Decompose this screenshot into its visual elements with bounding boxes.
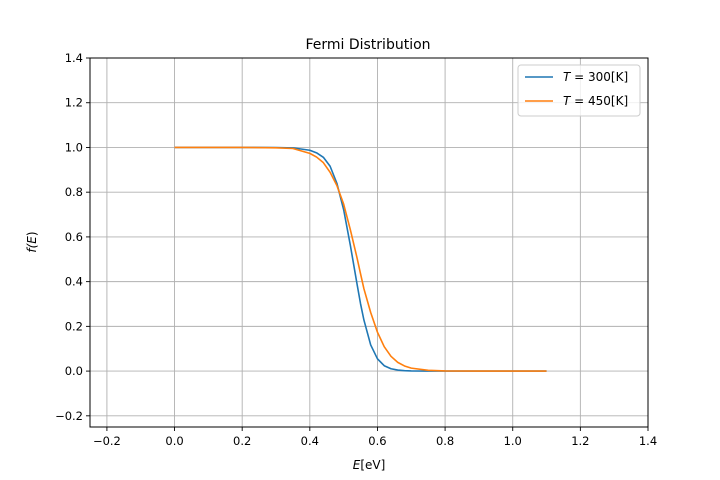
- y-tick-label: 1.2: [65, 96, 83, 110]
- y-tick-label: 0.2: [65, 319, 83, 333]
- y-axis: −0.2 0.0 0.2 0.4 0.6 0.8 1.0 1.2 1.4: [55, 51, 90, 423]
- x-axis-label-var: E: [353, 458, 361, 472]
- x-tick-label: 0.4: [301, 434, 319, 448]
- plot-frame: [89, 57, 649, 428]
- y-axis-label: f(E): [25, 231, 39, 252]
- series-line-t300: [174, 146, 547, 372]
- legend-var-t450: T: [563, 94, 572, 108]
- x-axis-label-unit: [eV]: [360, 458, 385, 472]
- x-tick-label: 0.0: [165, 434, 183, 448]
- x-axis: −0.2 0.0 0.2 0.4 0.6 0.8 1.0 1.2 1.4: [93, 427, 657, 448]
- legend-label-t450: T = 450[K]: [563, 94, 628, 108]
- y-tick-label: 0.8: [65, 185, 83, 199]
- x-tick-label: 1.4: [639, 434, 657, 448]
- y-axis-label-var: E: [25, 236, 39, 244]
- legend-value-t450: 450[K]: [588, 94, 628, 108]
- y-axis-label-prefix: f(: [25, 242, 39, 252]
- x-tick-label: −0.2: [93, 434, 121, 448]
- series-line-t450: [174, 146, 547, 372]
- legend-value-t300: 300[K]: [588, 70, 628, 84]
- x-tick-label: 0.6: [368, 434, 386, 448]
- x-axis-label: E[eV]: [353, 458, 386, 472]
- legend-label-t300: T = 300[K]: [563, 70, 628, 84]
- legend-var-t300: T: [563, 70, 572, 84]
- legend-eq-t300: =: [570, 70, 588, 84]
- y-tick-label: −0.2: [55, 409, 83, 423]
- y-tick-label: 0.0: [65, 364, 83, 378]
- x-tick-label: 0.2: [233, 434, 251, 448]
- series-group: [174, 146, 547, 372]
- x-tick-label: 0.8: [436, 434, 454, 448]
- y-tick-label: 1.0: [65, 140, 83, 154]
- y-axis-label-suffix: ): [25, 231, 39, 236]
- x-tick-label: 1.2: [571, 434, 589, 448]
- y-tick-label: 0.4: [65, 275, 83, 289]
- x-tick-label: 1.0: [504, 434, 522, 448]
- chart-title: Fermi Distribution: [305, 37, 430, 53]
- legend-eq-t450: =: [570, 94, 588, 108]
- y-tick-label: 1.4: [65, 51, 83, 65]
- y-tick-label: 0.6: [65, 230, 83, 244]
- legend: T = 300[K] T = 450[K]: [517, 64, 641, 117]
